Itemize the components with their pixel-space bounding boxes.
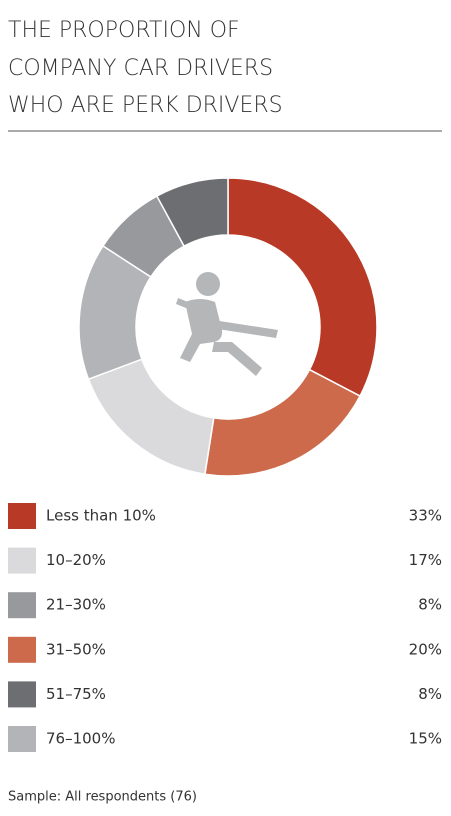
slice xyxy=(227,177,378,398)
legend-label: Less than 10% xyxy=(46,507,156,525)
legend-swatch xyxy=(8,726,36,752)
value-label: 33% xyxy=(409,507,442,525)
value-label: 17% xyxy=(409,551,442,569)
legend-label: 76–100% xyxy=(46,730,115,748)
slice xyxy=(87,358,215,476)
title-line: WHO ARE PERK DRIVERS xyxy=(8,93,283,118)
slice xyxy=(155,177,229,248)
legend-label: 21–30% xyxy=(46,596,106,614)
title-line: THE PROPORTION OF xyxy=(8,18,240,43)
value-label: 15% xyxy=(409,730,442,748)
legend-label: 31–50% xyxy=(46,640,106,658)
value-label: 20% xyxy=(409,640,442,658)
legend-label: 10–20% xyxy=(46,551,106,569)
title-line: COMPANY CAR DRIVERS xyxy=(8,56,273,81)
value-label: 8% xyxy=(418,685,442,703)
note: Sample: All respondents (76) xyxy=(8,790,197,805)
legend-swatch xyxy=(8,547,36,574)
value-label: 8% xyxy=(418,596,442,614)
donut xyxy=(78,177,378,477)
legend-swatch xyxy=(8,592,36,619)
seatbelt-icon xyxy=(176,272,278,376)
legend-label: 51–75% xyxy=(46,685,106,703)
legend-swatch xyxy=(8,636,36,663)
legend-swatch xyxy=(8,681,36,708)
slice xyxy=(204,368,362,477)
legend: Less than 10% 33% 10–20% 17% 21–30% 8% 31–50% 2… xyxy=(8,503,442,752)
legend-swatch xyxy=(8,503,36,529)
